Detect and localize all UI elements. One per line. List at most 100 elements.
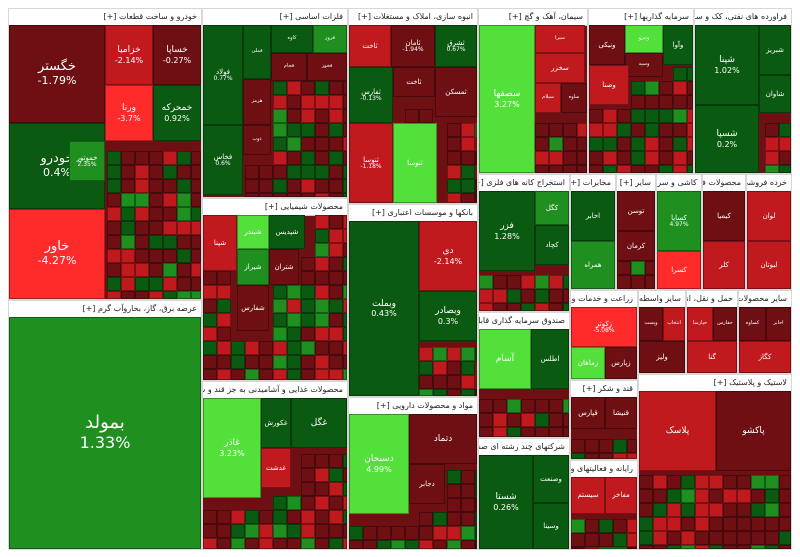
minor-stock-tile[interactable] bbox=[107, 165, 121, 179]
minor-stock-tile[interactable] bbox=[329, 215, 343, 229]
minor-stock-tile[interactable] bbox=[479, 427, 493, 437]
minor-stock-tile[interactable] bbox=[419, 109, 433, 123]
stock-tile[interactable]: شبریز bbox=[759, 25, 791, 75]
minor-stock-tile[interactable] bbox=[535, 289, 549, 303]
minor-stock-tile[interactable] bbox=[779, 123, 791, 137]
minor-stock-tile[interactable] bbox=[461, 389, 475, 396]
minor-stock-tile[interactable] bbox=[177, 263, 191, 277]
stock-tile[interactable]: زکوثر -5.08% bbox=[571, 307, 637, 347]
minor-stock-tile[interactable] bbox=[653, 517, 667, 531]
minor-stock-tile[interactable] bbox=[475, 137, 477, 151]
minor-stock-tile[interactable] bbox=[571, 453, 585, 459]
minor-stock-tile[interactable] bbox=[709, 489, 723, 503]
minor-stock-tile[interactable] bbox=[549, 137, 563, 151]
minor-stock-tile[interactable] bbox=[191, 235, 201, 249]
minor-stock-tile[interactable] bbox=[461, 151, 475, 165]
minor-stock-tile[interactable] bbox=[301, 482, 315, 496]
minor-stock-tile[interactable] bbox=[549, 151, 563, 165]
minor-stock-tile[interactable] bbox=[571, 533, 585, 547]
stock-tile[interactable]: وپست bbox=[639, 307, 663, 341]
minor-stock-tile[interactable] bbox=[329, 179, 343, 193]
minor-stock-tile[interactable] bbox=[163, 291, 177, 299]
minor-stock-tile[interactable] bbox=[287, 95, 301, 109]
minor-stock-tile[interactable] bbox=[673, 151, 687, 165]
minor-stock-tile[interactable] bbox=[631, 151, 645, 165]
minor-stock-tile[interactable] bbox=[779, 517, 791, 531]
minor-stock-tile[interactable] bbox=[329, 257, 343, 271]
minor-stock-tile[interactable] bbox=[287, 193, 301, 197]
minor-stock-tile[interactable] bbox=[349, 526, 363, 540]
minor-stock-tile[interactable] bbox=[343, 285, 347, 299]
stock-tile[interactable]: سخزر bbox=[535, 53, 585, 83]
minor-stock-tile[interactable] bbox=[639, 503, 653, 517]
minor-stock-tile[interactable] bbox=[681, 531, 695, 545]
stock-tile[interactable]: خموتور 2.35% bbox=[69, 141, 105, 181]
minor-stock-tile[interactable] bbox=[343, 229, 347, 243]
minor-stock-tile[interactable] bbox=[447, 193, 461, 203]
minor-stock-tile[interactable] bbox=[673, 109, 687, 123]
minor-stock-tile[interactable] bbox=[589, 165, 603, 173]
minor-stock-tile[interactable] bbox=[639, 489, 653, 503]
minor-stock-tile[interactable] bbox=[779, 503, 791, 517]
minor-stock-tile[interactable] bbox=[163, 151, 177, 165]
minor-stock-tile[interactable] bbox=[287, 123, 301, 137]
minor-stock-tile[interactable] bbox=[301, 341, 315, 355]
stock-tile[interactable]: آسام bbox=[479, 329, 531, 389]
sector-header[interactable]: محصولات شیمیایی [+] bbox=[203, 199, 347, 216]
minor-stock-tile[interactable] bbox=[447, 470, 461, 484]
minor-stock-tile[interactable] bbox=[191, 165, 201, 179]
minor-stock-tile[interactable] bbox=[315, 510, 329, 524]
stock-tile[interactable]: پلاسک bbox=[639, 391, 716, 471]
minor-stock-tile[interactable] bbox=[329, 123, 343, 137]
minor-stock-tile[interactable] bbox=[121, 291, 135, 299]
stock-tile[interactable]: سصفها 3.27% bbox=[479, 25, 535, 173]
minor-stock-tile[interactable] bbox=[765, 531, 779, 545]
minor-stock-tile[interactable] bbox=[589, 123, 603, 137]
minor-stock-tile[interactable] bbox=[765, 475, 779, 489]
minor-stock-tile[interactable] bbox=[631, 109, 645, 123]
minor-stock-tile[interactable] bbox=[723, 489, 737, 503]
minor-stock-tile[interactable] bbox=[121, 193, 135, 207]
stock-tile[interactable]: لبوتان bbox=[747, 241, 791, 289]
minor-stock-tile[interactable] bbox=[273, 510, 287, 524]
minor-stock-tile[interactable] bbox=[203, 524, 217, 538]
minor-stock-tile[interactable] bbox=[447, 512, 461, 526]
sector-header[interactable]: عرضه برق، گاز، بخاروآب گرم [+] bbox=[9, 301, 201, 318]
minor-stock-tile[interactable] bbox=[585, 533, 599, 547]
minor-stock-tile[interactable] bbox=[135, 221, 149, 235]
sector-header[interactable]: رایانه و فعالیتهای وابسته [+] bbox=[571, 461, 637, 478]
minor-stock-tile[interactable] bbox=[259, 538, 273, 549]
minor-stock-tile[interactable] bbox=[273, 538, 287, 549]
minor-stock-tile[interactable] bbox=[177, 179, 191, 193]
minor-stock-tile[interactable] bbox=[391, 526, 405, 540]
minor-stock-tile[interactable] bbox=[599, 519, 613, 533]
minor-stock-tile[interactable] bbox=[315, 165, 329, 179]
minor-stock-tile[interactable] bbox=[507, 413, 521, 427]
minor-stock-tile[interactable] bbox=[273, 95, 287, 109]
minor-stock-tile[interactable] bbox=[107, 249, 121, 263]
minor-stock-tile[interactable] bbox=[709, 531, 723, 545]
minor-stock-tile[interactable] bbox=[245, 369, 259, 380]
minor-stock-tile[interactable] bbox=[549, 413, 563, 427]
minor-stock-tile[interactable] bbox=[273, 313, 287, 327]
minor-stock-tile[interactable] bbox=[273, 109, 287, 123]
minor-stock-tile[interactable] bbox=[585, 439, 599, 453]
minor-stock-tile[interactable] bbox=[687, 67, 693, 81]
minor-stock-tile[interactable] bbox=[121, 221, 135, 235]
minor-stock-tile[interactable] bbox=[377, 540, 391, 549]
minor-stock-tile[interactable] bbox=[461, 137, 475, 151]
minor-stock-tile[interactable] bbox=[419, 512, 433, 526]
minor-stock-tile[interactable] bbox=[447, 165, 461, 179]
stock-tile[interactable]: حپارسا bbox=[687, 307, 713, 341]
minor-stock-tile[interactable] bbox=[343, 538, 347, 549]
stock-tile[interactable]: فخوز bbox=[307, 53, 347, 81]
minor-stock-tile[interactable] bbox=[447, 347, 461, 361]
minor-stock-tile[interactable] bbox=[751, 475, 765, 489]
minor-stock-tile[interactable] bbox=[107, 235, 121, 249]
minor-stock-tile[interactable] bbox=[687, 123, 693, 137]
minor-stock-tile[interactable] bbox=[329, 271, 343, 285]
minor-stock-tile[interactable] bbox=[107, 277, 121, 291]
minor-stock-tile[interactable] bbox=[475, 375, 477, 389]
minor-stock-tile[interactable] bbox=[617, 165, 631, 173]
minor-stock-tile[interactable] bbox=[563, 399, 569, 413]
